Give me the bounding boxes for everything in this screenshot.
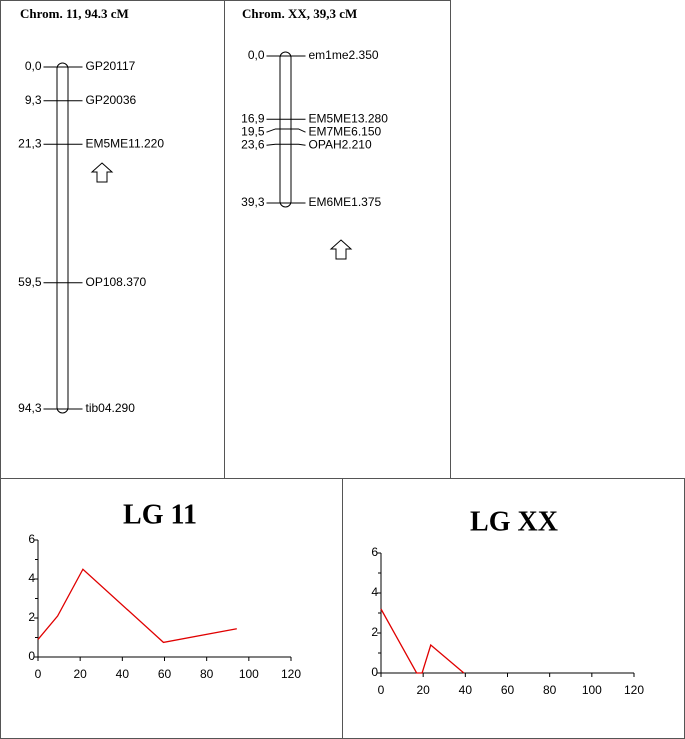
y-tick-label: 0 xyxy=(28,649,35,663)
marker-position: 21,3 xyxy=(18,136,42,150)
chart-title: LG 11 xyxy=(123,499,197,530)
marker-position: 0,0 xyxy=(248,48,265,62)
chromosome xyxy=(279,51,292,208)
marker-name: EM5ME13.280 xyxy=(309,111,389,125)
arrow-icon xyxy=(329,239,353,260)
y-tick-label: 2 xyxy=(371,625,378,639)
marker-name: em1me2.350 xyxy=(309,48,379,62)
y-tick-label: 6 xyxy=(28,532,35,546)
x-tick-label: 20 xyxy=(416,683,430,697)
marker-position: 23,6 xyxy=(241,137,265,151)
y-tick-label: 2 xyxy=(28,610,35,624)
marker-line xyxy=(266,143,306,146)
y-tick-label: 0 xyxy=(371,665,378,679)
x-tick-label: 40 xyxy=(116,667,130,681)
arrow-icon xyxy=(90,162,114,183)
x-tick-label: 80 xyxy=(543,683,557,697)
map-title: Chrom. 11, 94.3 cM xyxy=(20,6,129,21)
marker-position: 9,3 xyxy=(25,93,42,107)
chromosome xyxy=(56,62,69,414)
marker-name: EM6ME1.375 xyxy=(309,195,382,209)
chart-title: LG XX xyxy=(470,506,558,537)
marker-name: GP20036 xyxy=(86,93,137,107)
marker-line xyxy=(266,128,306,133)
map-title: Chrom. XX, 39,3 cM xyxy=(242,6,357,21)
marker-name: EM7ME6.150 xyxy=(309,124,382,138)
marker-name: EM5ME11.220 xyxy=(86,136,165,150)
x-tick-label: 60 xyxy=(158,667,172,681)
marker-position: 94,3 xyxy=(18,401,42,415)
x-tick-label: 0 xyxy=(35,667,42,681)
y-tick-label: 4 xyxy=(28,571,35,585)
marker-position: 19,5 xyxy=(241,124,265,138)
marker-position: 0,0 xyxy=(25,59,42,73)
marker-name: GP20117 xyxy=(86,59,136,73)
data-line xyxy=(37,568,237,644)
marker-position: 39,3 xyxy=(241,195,265,209)
data-line xyxy=(380,608,465,674)
marker-name: OP108.370 xyxy=(86,275,147,289)
x-tick-label: 0 xyxy=(378,683,385,697)
marker-position: 16,9 xyxy=(241,111,265,125)
x-tick-label: 60 xyxy=(501,683,515,697)
y-tick-label: 4 xyxy=(371,585,378,599)
x-tick-label: 120 xyxy=(281,667,301,681)
marker-position: 59,5 xyxy=(18,275,42,289)
marker-name: OPAH2.210 xyxy=(309,137,372,151)
x-tick-label: 20 xyxy=(73,667,87,681)
x-tick-label: 120 xyxy=(624,683,644,697)
x-tick-label: 100 xyxy=(582,683,602,697)
x-tick-label: 40 xyxy=(459,683,473,697)
y-tick-label: 6 xyxy=(371,545,378,559)
marker-name: tib04.290 xyxy=(86,401,136,415)
x-tick-label: 100 xyxy=(239,667,259,681)
x-tick-label: 80 xyxy=(200,667,214,681)
panel-frame xyxy=(224,0,451,479)
